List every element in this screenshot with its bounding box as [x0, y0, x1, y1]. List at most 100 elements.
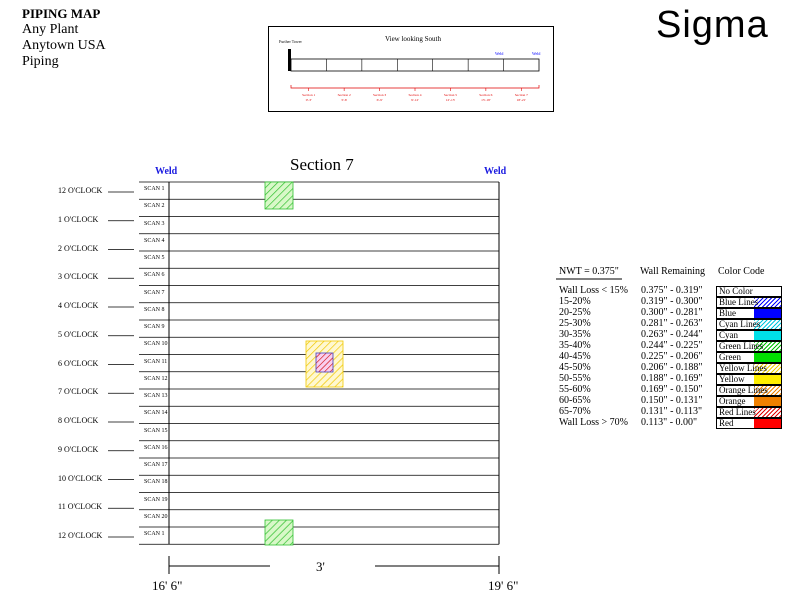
legend-loss: 40-45%: [559, 351, 591, 362]
map-title: PIPING MAP: [22, 6, 101, 21]
legend-remaining: 0.225" - 0.206": [641, 351, 703, 362]
legend-swatch: Orange: [716, 396, 782, 407]
legend-remaining: 0.244" - 0.225": [641, 340, 703, 351]
overview-section-label: Section 6: [479, 93, 492, 97]
scan-label: SCAN 1: [144, 186, 165, 192]
legend-header-nwt: NWT = 0.375": [559, 266, 619, 277]
scan-label: SCAN 11: [144, 358, 168, 365]
legend-loss: 15-20%: [559, 296, 591, 307]
indications-layer: [264, 181, 344, 546]
legend-remaining: 0.263" - 0.244": [641, 329, 703, 340]
legend-loss: 55-60%: [559, 384, 591, 395]
overview-svg: View looking South Further Tower Weld We…: [279, 35, 540, 102]
legend-remaining: 0.375" - 0.319": [641, 285, 703, 296]
overview-view-label: View looking South: [385, 35, 441, 43]
indication-green-bottom[interactable]: [264, 519, 294, 546]
oclock-label: 12 O'CLOCK: [58, 186, 103, 195]
scan-label: SCAN 19: [144, 496, 168, 503]
legend-loss: 20-25%: [559, 307, 591, 318]
scan-label: SCAN 1: [144, 531, 165, 537]
weld-right-label: Weld: [484, 166, 507, 177]
legend-swatch: Yellow Lines: [716, 363, 782, 374]
scan-label: SCAN 4: [144, 237, 165, 244]
indication-green-top[interactable]: [264, 181, 294, 210]
oclock-label: 6 O'CLOCK: [58, 358, 99, 368]
oclock-label: 7 O'CLOCK: [58, 387, 99, 397]
scan-label: SCAN 17: [144, 462, 168, 468]
legend-swatch: Blue: [716, 308, 782, 319]
legend-loss: 30-35%: [559, 329, 591, 340]
overview-weld-label-1: Weld: [495, 51, 503, 56]
legend-loss: 35-40%: [559, 340, 591, 351]
plant-name: Any Plant: [22, 22, 79, 37]
map-category: Piping: [22, 54, 59, 69]
oclock-label: 12 O'CLOCK: [58, 531, 103, 540]
legend-loss: 25-30%: [559, 318, 591, 329]
overview-pipe: [290, 58, 540, 72]
legend-remaining: 0.188" - 0.169": [641, 373, 703, 384]
overview-section-label: Section 4: [408, 93, 421, 97]
scan-label: SCAN 15: [144, 427, 168, 434]
legend-remaining: 0.150" - 0.131": [641, 395, 703, 406]
legend-swatch: Blue Lines: [716, 297, 782, 308]
overview-section-range: 3'-6': [341, 98, 347, 102]
overview-section-label: Section 5: [444, 93, 457, 97]
brand-logo: Sigma: [656, 4, 769, 46]
legend-remaining: 0.169" - 0.150": [641, 384, 703, 395]
legend-swatch: Yellow: [716, 374, 782, 385]
overview-section-range: 12'-15': [446, 98, 456, 102]
weld-left-label: Weld: [155, 166, 178, 177]
plant-header: PIPING MAP Any Plant Anytown USA Piping: [22, 6, 106, 70]
section-start-label: 16' 6": [152, 578, 183, 593]
overview-section-label: Section 7: [515, 93, 528, 97]
legend-remaining: 0.113" - 0.00": [641, 417, 698, 428]
overview-left-tag: Further Tower: [279, 39, 303, 44]
legend-swatch: Orange Lines: [716, 385, 782, 396]
scan-label: SCAN 12: [144, 375, 168, 382]
overview-section-range: 9'-12': [411, 98, 419, 102]
legend-swatch: Red: [716, 418, 782, 429]
overview-tower-bar: [288, 49, 291, 71]
scan-label: SCAN 20: [144, 513, 168, 520]
legend-loss: 65-70%: [559, 406, 591, 417]
scan-label: SCAN 14: [144, 410, 168, 417]
legend-remaining: 0.281" - 0.263": [641, 318, 703, 329]
legend-swatch: Red Lines: [716, 407, 782, 418]
overview-map[interactable]: View looking South Further Tower Weld We…: [268, 26, 554, 112]
scan-label: SCAN 10: [144, 341, 168, 348]
scan-label: SCAN 3: [144, 220, 165, 227]
legend-remaining: 0.319" - 0.300": [641, 296, 703, 307]
legend-loss: 50-55%: [559, 373, 591, 384]
overview-section-range: 18'-21': [517, 98, 527, 102]
overview-section-dividers: [326, 59, 504, 71]
oclock-label: 5 O'CLOCK: [58, 329, 99, 339]
legend-underline: [556, 278, 622, 280]
oclock-label: 8 O'CLOCK: [58, 416, 99, 425]
scan-label: SCAN 5: [144, 255, 165, 261]
overview-section-range: 15'-18': [481, 98, 491, 102]
legend-swatch: Cyan: [716, 330, 782, 341]
oclock-label: 10 O'CLOCK: [58, 473, 103, 483]
legend-swatch: Green Lines: [716, 341, 782, 352]
indication-red[interactable]: [315, 352, 334, 373]
legend-remaining: 0.131" - 0.113": [641, 406, 703, 417]
legend-loss: 45-50%: [559, 362, 591, 373]
oclock-label: 4 O'CLOCK: [58, 301, 99, 310]
overview-section-labels: Section 10'-3' Section 23'-6' Section 36'-…: [302, 88, 528, 102]
scan-label: SCAN 8: [144, 306, 165, 313]
scan-label: SCAN 13: [144, 393, 168, 399]
legend-remaining: 0.300" - 0.281": [641, 307, 703, 318]
overview-section-label: Section 2: [338, 93, 351, 97]
overview-section-range: 6'-9': [377, 98, 383, 102]
oclock-label: 2 O'CLOCK: [58, 243, 99, 253]
grid-lines: [108, 181, 500, 545]
oclock-label: 11 O'CLOCK: [58, 502, 103, 512]
overview-section-range: 0'-3': [306, 98, 312, 102]
legend-swatch: Green: [716, 352, 782, 363]
legend-loss: Wall Loss > 70%: [559, 417, 628, 428]
overview-weld-label-2: Weld: [532, 51, 540, 56]
scan-label: SCAN 6: [144, 272, 165, 279]
section-length-label: 3': [316, 559, 325, 574]
scan-label: SCAN 16: [144, 444, 168, 451]
